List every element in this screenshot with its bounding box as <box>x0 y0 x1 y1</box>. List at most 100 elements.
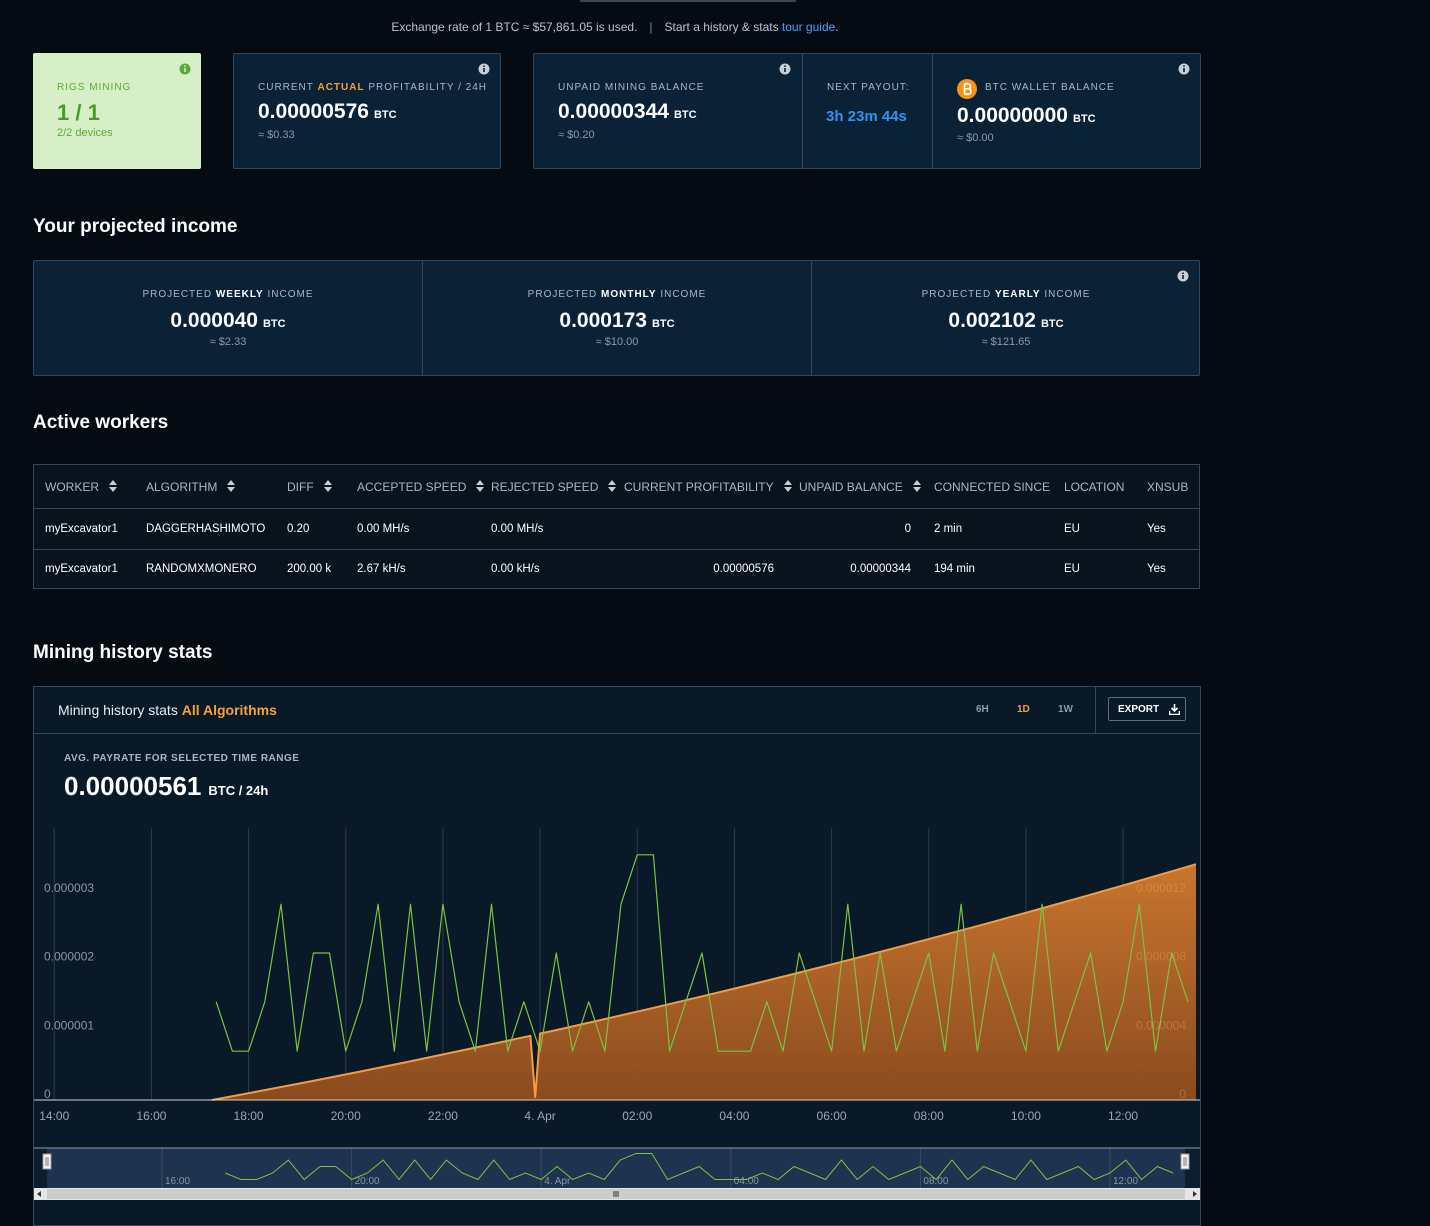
column-label: CURRENT PROFITABILITY <box>624 480 774 494</box>
range-button[interactable]: 6H <box>976 704 989 715</box>
x-tick-label: 22:00 <box>428 1109 458 1123</box>
navigator-selection <box>47 1148 1185 1188</box>
workers-table: WORKER ALGORITHM DIFF ACCEPTED SPEED REJECTE… <box>33 464 1200 589</box>
x-tick-label: 16:00 <box>136 1109 166 1123</box>
table-cell: DAGGERHASHIMOTO <box>146 523 266 535</box>
label-part: CURRENT <box>258 82 318 93</box>
unpaid-value: 0.00000344 <box>558 100 669 123</box>
range-button[interactable]: 1W <box>1058 704 1073 715</box>
scrollbar-arrow <box>1193 1191 1197 1197</box>
label-part: INCOME <box>1040 289 1091 300</box>
table-cell: myExcavator1 <box>45 563 118 575</box>
sort-icon[interactable] <box>608 480 617 492</box>
export-button[interactable]: EXPORT <box>1108 697 1186 721</box>
download-icon <box>1169 704 1180 715</box>
y-tick-label: 0.000003 <box>44 881 94 895</box>
x-tick-label: 10:00 <box>1011 1109 1041 1123</box>
column-header: WORKER <box>45 480 117 494</box>
tour-guide-link[interactable]: tour guide <box>781 20 836 34</box>
column-label: CONNECTED SINCE <box>934 480 1051 494</box>
column-label: WORKER <box>45 480 99 494</box>
sort-icon[interactable] <box>323 480 332 492</box>
history-chart: 14:00 16:00 18:00 20:00 22:00 4. Apr 02:00 04:0… <box>34 828 1200 1200</box>
sort-icon[interactable] <box>227 480 236 492</box>
projected-label: PROJECTED WEEKLY INCOME <box>34 289 422 300</box>
x-tick-label: 14:00 <box>39 1109 69 1123</box>
payout-label: NEXT PAYOUT: <box>827 82 910 93</box>
scrollbar-arrow <box>37 1191 41 1197</box>
unit: BTC <box>673 109 697 121</box>
rigs-sub: 2/2 devices <box>57 127 113 139</box>
y2-tick-label: 0.000012 <box>1136 881 1186 895</box>
info-icon[interactable] <box>1178 63 1190 75</box>
table-cell: EU <box>1064 523 1080 535</box>
table-cell: 0.00 kH/s <box>491 563 540 575</box>
table-cell: 0.00000576 <box>713 563 774 575</box>
section-title: Active workers <box>33 412 169 433</box>
section-title: Your projected income <box>33 216 238 237</box>
navigator-handle[interactable] <box>42 1153 52 1170</box>
y2-tick-label: 0 <box>1179 1087 1186 1101</box>
wallet-usd: ≈ $0.00 <box>957 132 994 144</box>
navigator-tick-label: 12:00 <box>1113 1176 1138 1187</box>
info-icon[interactable] <box>1177 270 1189 282</box>
projected-value-row: 0.000173 BTC <box>423 309 811 333</box>
panel-title-text: Mining history stats <box>58 702 182 718</box>
column-label: ACCEPTED SPEED <box>357 480 467 494</box>
navigator-handle[interactable] <box>1180 1153 1190 1170</box>
y-tick-label: 0.000002 <box>44 950 94 964</box>
sort-icon[interactable] <box>109 480 117 492</box>
y2-tick-label: 0.000004 <box>1136 1018 1186 1032</box>
table-cell: 200.00 k <box>287 563 332 575</box>
x-tick-label: 08:00 <box>914 1109 944 1123</box>
projected-value-row: 0.000040 BTC <box>34 309 422 333</box>
divider <box>422 261 423 375</box>
label-part: PROJECTED <box>527 289 602 300</box>
column-header: ACCEPTED SPEED <box>357 480 485 494</box>
label-part: INCOME <box>263 289 314 300</box>
info-icon[interactable] <box>779 63 791 75</box>
projected-usd: ≈ $2.33 <box>209 336 247 348</box>
algorithm[interactable]: All Algorithms <box>181 702 277 718</box>
section-title: Mining history stats <box>33 642 213 663</box>
sort-icon[interactable] <box>912 480 921 492</box>
unit: BTC <box>262 318 286 330</box>
column-header: XNSUB <box>1147 480 1188 494</box>
navigator-tick-label: 16:00 <box>165 1176 190 1187</box>
unit: BTC <box>1040 318 1064 330</box>
navigator-tick-label: 20:00 <box>355 1176 380 1187</box>
column-header: REJECTED SPEED <box>491 480 617 494</box>
divider <box>1095 687 1096 733</box>
sort-icon[interactable] <box>476 480 485 492</box>
projected-label: PROJECTED MONTHLY INCOME <box>423 289 811 300</box>
profitability-value: 0.00000576 <box>258 100 369 123</box>
payout-value: 3h 23m 44s <box>826 108 907 125</box>
x-tick-label: 12:00 <box>1108 1109 1138 1123</box>
column-header: UNPAID BALANCE <box>799 480 921 494</box>
projected-card: PROJECTED WEEKLY INCOME 0.000040 BTC ≈ $2.3… <box>33 260 1200 376</box>
navigator-tick-label: 08:00 <box>923 1176 948 1187</box>
projected-value-row: 0.002102 BTC <box>812 309 1200 333</box>
profitability-card: CURRENT ACTUAL PROFITABILITY / 24H 0.000… <box>233 53 501 169</box>
y-tick-label: 0.000001 <box>44 1018 94 1032</box>
sort-icon[interactable] <box>783 480 792 492</box>
column-label: DIFF <box>287 480 314 494</box>
export-label: EXPORT <box>1118 704 1160 715</box>
info-icon[interactable] <box>478 63 490 75</box>
projected-label: PROJECTED YEARLY INCOME <box>812 289 1200 300</box>
table-cell: RANDOMXMONERO <box>146 563 257 575</box>
x-tick-label: 04:00 <box>719 1109 749 1123</box>
info-icon[interactable] <box>179 63 191 75</box>
unpaid-value-row: 0.00000344 BTC <box>558 100 697 124</box>
projected-value: 0.000040 <box>170 309 258 332</box>
label-em: MONTHLY <box>601 289 657 300</box>
x-tick-label: 06:00 <box>817 1109 847 1123</box>
unpaid-label: UNPAID MINING BALANCE <box>558 82 705 93</box>
label-em: ACTUAL <box>317 82 365 93</box>
divider <box>802 54 803 168</box>
table-cell: 0.00000344 <box>850 563 911 575</box>
wallet-label: BTC WALLET BALANCE <box>985 82 1115 93</box>
unit: BTC <box>373 109 397 121</box>
range-button[interactable]: 1D <box>1017 704 1030 715</box>
wallet-value: 0.00000000 <box>957 104 1068 127</box>
